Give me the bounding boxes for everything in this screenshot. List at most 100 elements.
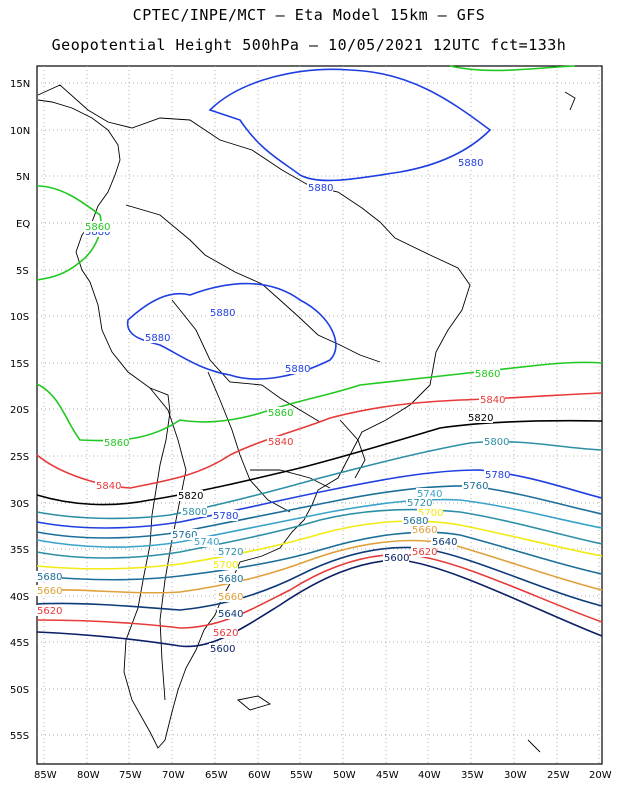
- contour-5740: [36, 498, 603, 548]
- latitude-labels: 15N 10N 5N EQ 5S 10S 15S 20S 25S 30S 35S…: [10, 79, 30, 742]
- contour-label-5880: 5880: [308, 183, 333, 194]
- contour-label-5860: 5860: [85, 222, 110, 233]
- contour-label-5840: 5840: [480, 395, 505, 406]
- contour-labels: 5880588058805880588058805860586058605860…: [36, 157, 510, 655]
- contour-label-5780: 5780: [485, 470, 510, 481]
- contour-label-bg: [284, 363, 310, 374]
- contour-label-bg: [307, 182, 333, 193]
- contour-5860: [36, 185, 102, 281]
- lat-label: 25S: [10, 452, 29, 463]
- contour-label-5620: 5620: [213, 628, 238, 639]
- contour-label-bg: [402, 515, 428, 526]
- contour-label-bg: [95, 480, 121, 491]
- contour-label-5660: 5660: [218, 592, 243, 603]
- contour-label-5620: 5620: [37, 606, 62, 617]
- contour-label-5820: 5820: [178, 491, 203, 502]
- contour-label-bg: [177, 490, 203, 501]
- contour-label-bg: [411, 524, 437, 535]
- contour-label-bg: [36, 585, 62, 596]
- contour-label-bg: [217, 573, 243, 584]
- contour-label-5600: 5600: [384, 553, 409, 564]
- title-line-1: CPTEC/INPE/MCT – Eta Model 15km – GFS: [132, 6, 486, 24]
- contour-label-5880: 5880: [285, 364, 310, 375]
- contour-label-5620: 5620: [412, 547, 437, 558]
- contour-label-5640: 5640: [218, 609, 243, 620]
- contour-5760: [36, 485, 603, 539]
- coastline: [37, 84, 576, 753]
- contour-label-5860: 5860: [475, 369, 500, 380]
- lon-label: 80W: [77, 770, 100, 781]
- lon-label: 70W: [162, 770, 185, 781]
- border-line: [207, 371, 291, 513]
- lon-label: 85W: [34, 770, 57, 781]
- lat-label: 15N: [10, 79, 30, 90]
- contour-label-bg: [267, 436, 293, 447]
- lat-label: 30S: [10, 499, 29, 510]
- contour-label-bg: [484, 469, 510, 480]
- contour-label-5880: 5880: [210, 308, 235, 319]
- contour-label-5720: 5720: [218, 547, 243, 558]
- contour-5700: [36, 520, 603, 570]
- contour-label-5840: 5840: [268, 437, 293, 448]
- lat-label: 40S: [10, 592, 29, 603]
- contour-label-bg: [416, 488, 442, 499]
- lon-label: 45W: [376, 770, 399, 781]
- lon-label: 35W: [461, 770, 484, 781]
- contour-5720: [36, 508, 603, 559]
- border-line: [250, 469, 331, 489]
- lon-label: 55W: [290, 770, 313, 781]
- longitude-labels: 85W 80W 75W 70W 65W 60W 55W 50W 45W 40W …: [34, 770, 612, 781]
- contour-label-bg: [431, 536, 457, 547]
- contour-label-bg: [36, 605, 62, 616]
- contour-5860: [449, 65, 576, 72]
- island: [527, 739, 541, 753]
- contour-label-bg: [103, 437, 129, 448]
- contour-label-bg: [144, 332, 170, 343]
- border-line: [171, 299, 321, 423]
- contour-label-bg: [383, 552, 409, 563]
- contour-label-5740: 5740: [417, 489, 442, 500]
- lon-label: 30W: [504, 770, 527, 781]
- contour-label-5800: 5800: [484, 437, 509, 448]
- lat-label: 20S: [10, 405, 29, 416]
- lat-label: 55S: [10, 731, 29, 742]
- contour-label-bg: [217, 608, 243, 619]
- contour-label-5860: 5860: [268, 408, 293, 419]
- plot-frame: [36, 65, 603, 765]
- contour-label-bg: [209, 307, 235, 318]
- contour-label-bg: [267, 407, 293, 418]
- contour-label-bg: [209, 643, 235, 654]
- contour-label-bg: [479, 394, 505, 405]
- contour-label-bg: [212, 627, 238, 638]
- contour-label-bg: [467, 412, 493, 423]
- contour-label-bg: [474, 368, 500, 379]
- lon-label: 75W: [119, 770, 142, 781]
- contour-label-bg: [84, 221, 110, 232]
- contour-5640: [36, 546, 603, 611]
- contour-5800: [36, 440, 603, 520]
- contour-label-bg: [217, 546, 243, 557]
- contour-label-bg: [171, 529, 197, 540]
- contour-label-5680: 5680: [37, 572, 62, 583]
- contour-5660: [36, 539, 603, 594]
- contour-label-5640: 5640: [432, 537, 457, 548]
- lon-label: 60W: [248, 770, 271, 781]
- title-line-2: Geopotential Height 500hPa – 10/05/2021 …: [51, 36, 567, 54]
- lon-label: 65W: [205, 770, 228, 781]
- contour-5620: [36, 553, 603, 629]
- contour-label-5840: 5840: [96, 481, 121, 492]
- contour-label-5760: 5760: [463, 481, 488, 492]
- contour-label-5660: 5660: [37, 586, 62, 597]
- contour-5880: [126, 282, 337, 380]
- contour-label-bg: [462, 480, 488, 491]
- contour-label-5680: 5680: [403, 516, 428, 527]
- lat-label: 10N: [10, 126, 30, 137]
- contour-label-bg: [36, 571, 62, 582]
- lat-label: 15S: [10, 359, 29, 370]
- contour-5820: [36, 419, 603, 506]
- contour-label-5600: 5600: [210, 644, 235, 655]
- contour-label-bg: [411, 546, 437, 557]
- contour-label-5720: 5720: [407, 498, 432, 509]
- contour-5780: [36, 469, 603, 529]
